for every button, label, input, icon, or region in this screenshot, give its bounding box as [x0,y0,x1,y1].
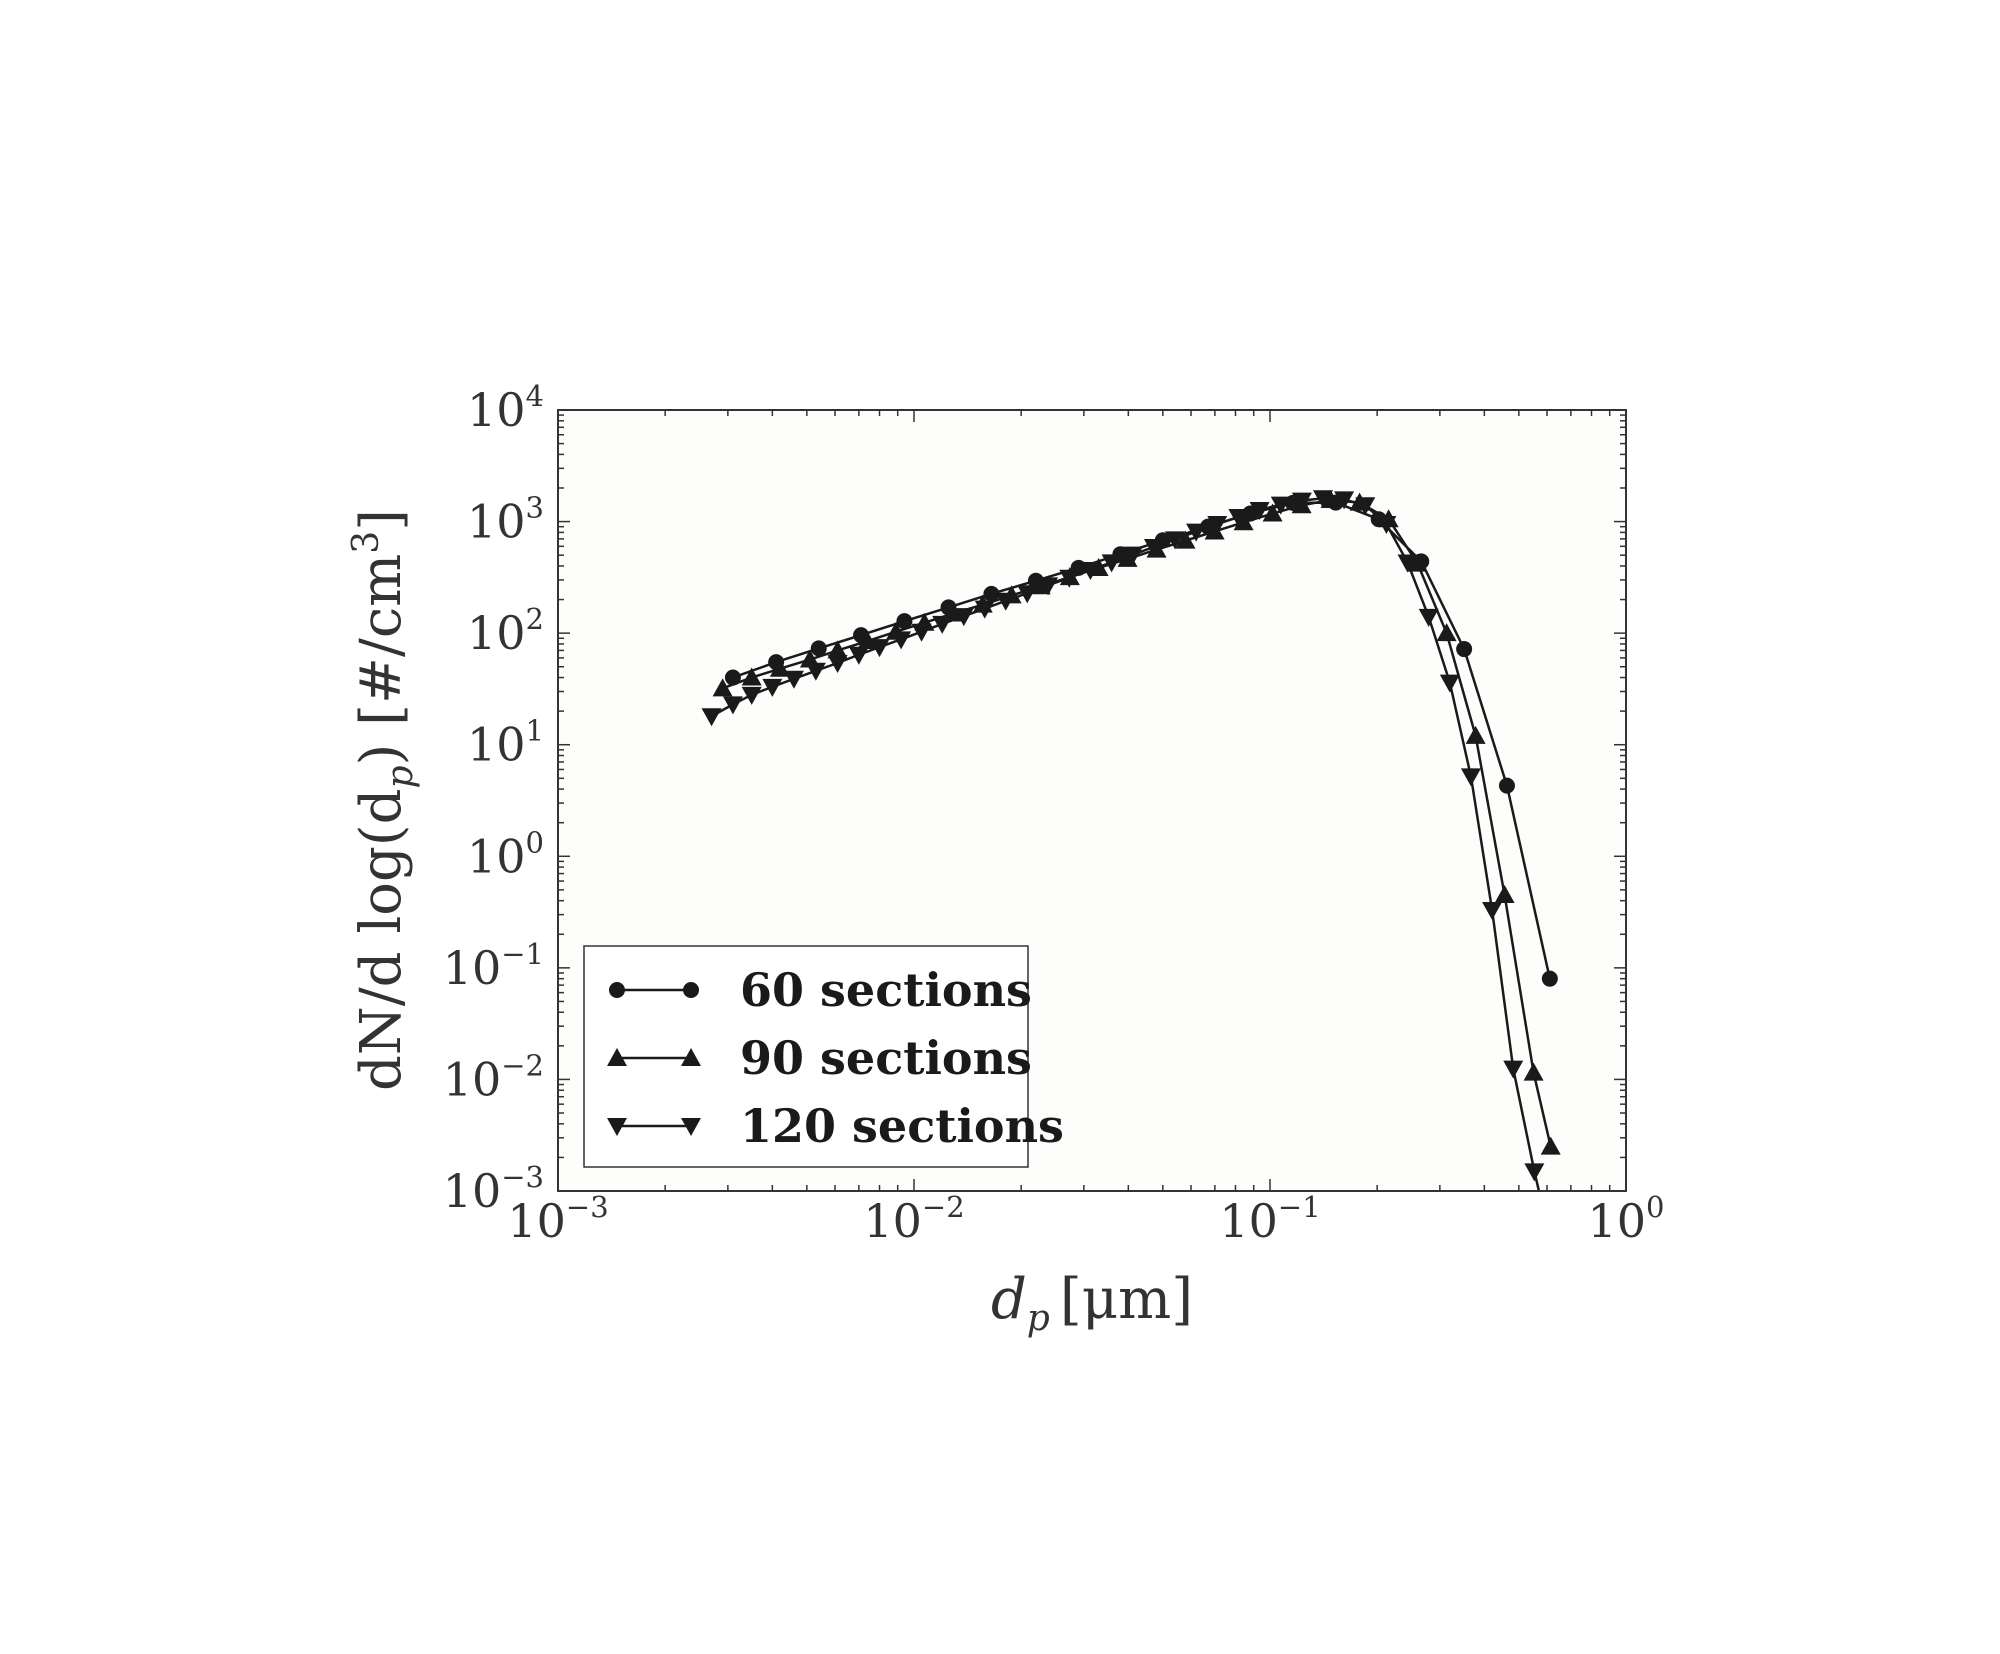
data-point [1540,1136,1561,1155]
data-point [857,631,878,650]
data-point [1460,768,1481,787]
data-point [741,686,762,705]
y-tick-label: 100 [467,825,544,883]
data-point [953,608,974,627]
data-point [1523,1062,1544,1081]
data-point [911,623,932,642]
x-tick-label: 10−2 [863,1190,964,1248]
data-point [1249,501,1270,520]
y-tick-label: 102 [467,602,544,660]
y-tick-label: 10−2 [443,1048,544,1106]
data-point [783,670,804,689]
x-tick-label: 10−1 [1219,1190,1320,1248]
data-point [1270,496,1291,515]
legend-label: 120 sections [740,1099,1064,1153]
data-point [1017,585,1038,604]
data-point [1165,531,1186,550]
legend-marker [681,1118,701,1136]
data-point [1418,608,1439,627]
data-point [1407,553,1428,572]
data-point [1456,641,1473,658]
data-point [827,655,848,674]
series-layer [701,490,1561,1191]
data-point [848,646,869,665]
y-tick-label: 101 [467,714,544,772]
data-point [974,600,995,619]
data-point [995,592,1016,611]
data-point [1143,538,1164,557]
data-point [1207,516,1228,535]
data-point [1204,521,1225,540]
y-tick-label: 104 [467,379,544,437]
data-point [1291,492,1312,511]
tick-labels: 10−3 10−2 10−1 100 10−3 10−2 10−1 100 101 102 103 1… [443,379,1665,1248]
y-tick-label: 10−1 [443,937,544,995]
plot-frame [557,409,1627,1192]
x-tick-label: 100 [1588,1190,1665,1248]
data-point [1228,508,1249,527]
data-point [869,639,890,658]
legend-marker [607,1118,627,1136]
data-point [805,662,826,681]
data-point [1465,725,1486,744]
legend-marker [609,982,625,998]
legend-marker [681,1048,701,1066]
y-tick-label: 10−3 [443,1160,544,1218]
legend-label: 60 sections [740,963,1032,1017]
data-point [983,585,1000,602]
legend-marker [683,982,699,998]
data-point [891,631,912,650]
data-point [712,678,733,697]
legend-entry: 90 sections [607,1031,1032,1085]
legend-label: 90 sections [740,1031,1032,1085]
data-point [724,669,741,686]
legend-box [583,945,1029,1168]
legend-marker [607,1048,627,1066]
series-3 [701,490,1545,1191]
legend-entry: 120 sections [607,1099,1064,1153]
data-point [1175,530,1196,549]
data-point [762,678,783,697]
data-point [741,667,762,686]
data-point [1186,523,1207,542]
data-point [1482,902,1503,921]
legend-entry: 60 sections [609,963,1032,1017]
data-point [1439,674,1460,693]
y-axis-label: dN/d log(dp) [#/cm3] [346,509,421,1091]
data-point [932,615,953,634]
data-point [810,640,827,657]
data-point [1101,554,1122,573]
data-point [701,708,722,727]
data-point [1334,491,1355,510]
data-point [1524,1163,1545,1182]
data-point [1503,1060,1524,1079]
legend-entries: 60 sections 90 sections 120 sections [607,963,1064,1153]
y-tick-label: 103 [467,491,544,549]
data-point [896,613,913,630]
data-point [1436,623,1457,642]
data-point [1059,569,1080,588]
data-point [1313,490,1334,509]
data-point [1397,554,1418,573]
data-point [1376,516,1397,535]
data-point [827,640,848,659]
x-tick-label: 10−3 [507,1190,608,1248]
data-point [1498,777,1515,794]
data-point [1541,970,1558,987]
legend: 60 sections 90 sections 120 sections [583,945,1064,1168]
data-point [1038,577,1059,596]
data-point [722,696,743,715]
data-point [1494,884,1515,903]
data-point [1262,503,1283,522]
data-point [1355,497,1376,516]
x-axis-label: dp [μm] [991,1267,1193,1339]
data-point [1122,546,1143,565]
data-point [1080,562,1101,581]
